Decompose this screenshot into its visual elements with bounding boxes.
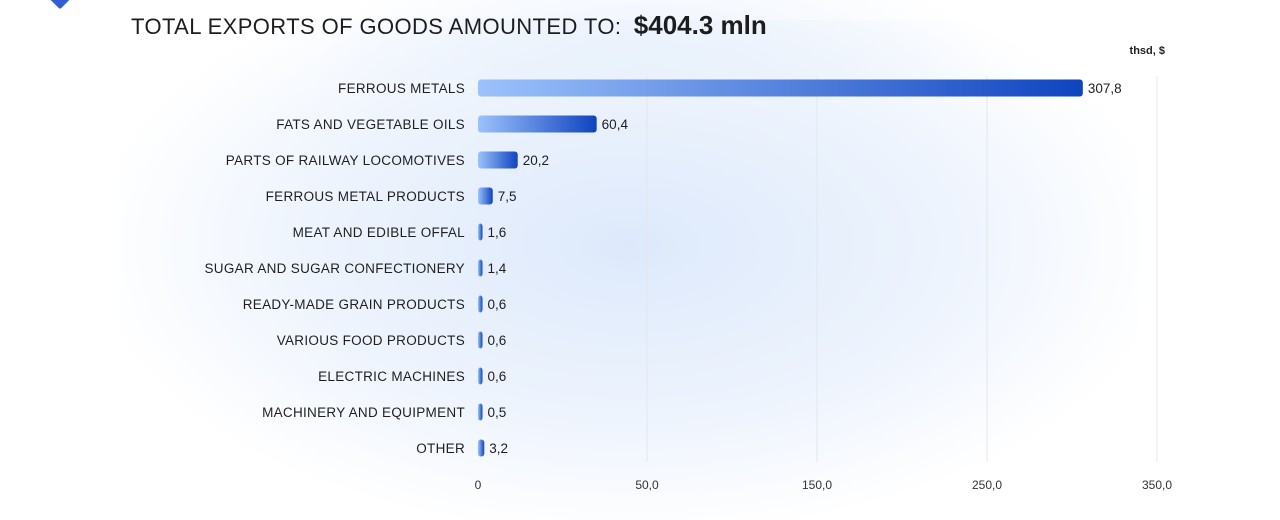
category-label: MACHINERY AND EQUIPMENT [262, 405, 465, 420]
title-text: TOTAL EXPORTS OF GOODS AMOUNTED TO: [131, 14, 622, 39]
bar [478, 439, 485, 457]
category-label: FERROUS METALS [338, 81, 465, 96]
value-label: 307,8 [1088, 81, 1122, 96]
value-label: 20,2 [523, 153, 549, 168]
bar [478, 259, 483, 277]
category-label: MEAT AND EDIBLE OFFAL [293, 225, 466, 240]
value-label: 3,2 [489, 441, 508, 456]
bar [478, 187, 493, 205]
bar [478, 115, 597, 133]
category-label: PARTS OF RAILWAY LOCOMOTIVES [226, 153, 465, 168]
bar [478, 331, 483, 349]
category-label: READY-MADE GRAIN PRODUCTS [243, 297, 465, 312]
bar [478, 295, 483, 313]
category-label: OTHER [416, 441, 465, 456]
category-label: FATS AND VEGETABLE OILS [276, 117, 465, 132]
bar [478, 367, 483, 385]
value-label: 0,6 [488, 369, 507, 384]
total-exports-value: $404.3 mln [633, 10, 767, 40]
bar-chart: FERROUS METALS FATS AND VEGETABLE OILS PAR… [205, 76, 1173, 492]
bar [478, 403, 483, 421]
bar [478, 79, 1083, 97]
background-glow [120, 20, 1140, 520]
x-tick-label: 350,0 [1142, 478, 1172, 492]
category-labels: FERROUS METALS FATS AND VEGETABLE OILS PAR… [205, 81, 466, 456]
x-tick-label: 0 [475, 478, 482, 492]
x-tick-label: 50,0 [635, 478, 659, 492]
unit-label: thsd, $ [1129, 45, 1165, 57]
value-label: 0,6 [488, 333, 507, 348]
value-label: 0,6 [488, 297, 507, 312]
value-label: 60,4 [602, 117, 629, 132]
background-shape [300, 0, 1000, 80]
x-axis-ticks: 0 50,0 150,0 250,0 350,0 [475, 478, 1173, 492]
value-label: 1,6 [488, 225, 507, 240]
category-label: VARIOUS FOOD PRODUCTS [277, 333, 465, 348]
value-label: 1,4 [488, 261, 507, 276]
category-label: FERROUS METAL PRODUCTS [266, 189, 465, 204]
bars [478, 79, 1083, 457]
x-tick-label: 250,0 [972, 478, 1002, 492]
category-label: SUGAR AND SUGAR CONFECTIONERY [205, 261, 466, 276]
bar [478, 223, 483, 241]
chart-title: TOTAL EXPORTS OF GOODS AMOUNTED TO: $404… [131, 10, 767, 41]
grid-lines [646, 76, 1158, 462]
value-label: 7,5 [498, 189, 517, 204]
x-tick-label: 150,0 [802, 478, 832, 492]
value-labels: 307,8 60,4 20,2 7,5 1,6 1,4 0,6 0,6 0,6 0,5 3,2 [488, 81, 1122, 456]
bar [478, 151, 518, 169]
value-label: 0,5 [488, 405, 507, 420]
category-label: ELECTRIC MACHINES [318, 369, 465, 384]
